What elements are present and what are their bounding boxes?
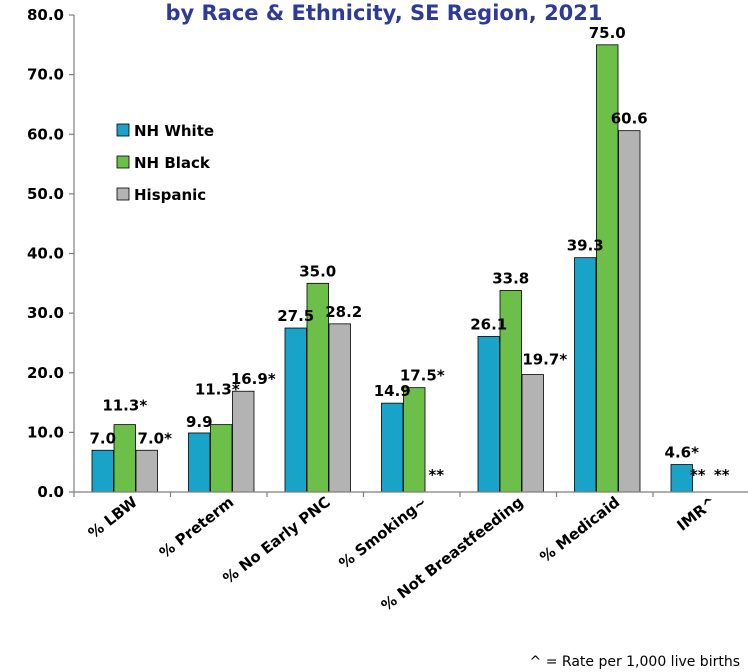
legend-swatch-nh-black (116, 155, 130, 169)
data-label-lbw-nh-black: 11.3* (102, 397, 147, 415)
y-tick-label: 80.0 (27, 6, 64, 24)
bar-smoking-nh-white (381, 402, 404, 493)
legend: NH White NH Black Hispanic (116, 122, 214, 204)
y-axis: 0.0 10.0 20.0 30.0 40.0 50.0 60.0 70.0 80.0 (27, 6, 75, 501)
x-tick-label-smoking: % Smoking~ (336, 493, 431, 573)
x-tick-label-medicaid: % Medicaid (536, 493, 623, 566)
legend-label-nh-white: NH White (134, 122, 214, 140)
bar-medicaid-hispanic (618, 130, 641, 493)
data-label-lbw-nh-white: 7.0 (89, 429, 116, 447)
bar-no-early-pnc-hispanic (328, 323, 351, 493)
data-label-no-early-pnc-nh-white: 27.5 (277, 307, 314, 325)
x-tick-label-preterm: % Preterm (156, 493, 237, 562)
data-label-medicaid-nh-black: 75.0 (589, 24, 626, 42)
data-label-preterm-nh-white: 9.9 (186, 413, 213, 431)
legend-swatch-hispanic (116, 187, 130, 201)
data-label-imr-nh-black: ** (690, 466, 706, 484)
data-label-not-breastfeeding-nh-black: 33.8 (492, 269, 529, 287)
bar-medicaid-nh-white (574, 257, 597, 493)
data-label-smoking-hispanic: ** (428, 466, 444, 484)
data-label-medicaid-nh-white: 39.3 (567, 237, 604, 255)
x-tick-label-lbw: % LBW (85, 493, 141, 543)
bar-preterm-nh-black (210, 424, 233, 493)
bar-not-breastfeeding-hispanic (521, 374, 544, 493)
y-tick-label: 10.0 (27, 423, 64, 441)
bar-no-early-pnc-nh-white (284, 327, 307, 493)
legend-swatch-nh-white (116, 123, 130, 137)
y-tick-label: 0.0 (37, 483, 64, 501)
bar-preterm-hispanic (232, 390, 255, 493)
bar-lbw-hispanic (135, 449, 158, 493)
data-label-lbw-hispanic: 7.0* (138, 429, 173, 447)
data-label-not-breastfeeding-hispanic: 19.7* (522, 351, 567, 369)
data-label-preterm-hispanic: 16.9* (231, 370, 276, 388)
data-label-not-breastfeeding-nh-white: 26.1 (470, 315, 507, 333)
y-tick-label: 30.0 (27, 304, 64, 322)
data-labels: 7.011.3*7.0*9.911.3*16.9*27.535.028.214.… (89, 24, 729, 484)
data-label-smoking-nh-white: 14.9 (374, 382, 411, 400)
chart-title: by Race & Ethnicity, SE Region, 2021 (165, 1, 602, 25)
data-label-preterm-nh-black: 11.3* (195, 381, 240, 399)
footnote: ^ = Rate per 1,000 live births (530, 654, 740, 670)
bar-lbw-nh-white (91, 449, 114, 493)
data-label-medicaid-hispanic: 60.6 (611, 110, 648, 128)
data-label-no-early-pnc-hispanic: 28.2 (325, 303, 362, 321)
y-tick-label: 70.0 (27, 66, 64, 84)
x-axis: % LBW% Preterm% No Early PNC% Smoking~% … (73, 491, 748, 615)
y-tick-label: 50.0 (27, 185, 64, 203)
bar-not-breastfeeding-nh-white (477, 335, 500, 493)
data-label-no-early-pnc-nh-black: 35.0 (299, 262, 336, 280)
legend-label-hispanic: Hispanic (134, 186, 206, 204)
y-tick-label: 20.0 (27, 364, 64, 382)
x-tick-label-imr: IMR^ (673, 493, 719, 535)
y-tick-label: 60.0 (27, 125, 64, 143)
bars (91, 44, 693, 493)
data-label-smoking-nh-black: 17.5* (400, 367, 445, 385)
data-label-imr-hispanic: ** (714, 466, 730, 484)
bar-preterm-nh-white (188, 432, 211, 493)
legend-label-nh-black: NH Black (134, 154, 211, 172)
bar-lbw-nh-black (113, 424, 136, 493)
data-label-imr-nh-white: 4.6* (665, 444, 700, 462)
bar-smoking-nh-black (403, 387, 426, 493)
y-tick-label: 40.0 (27, 245, 64, 263)
